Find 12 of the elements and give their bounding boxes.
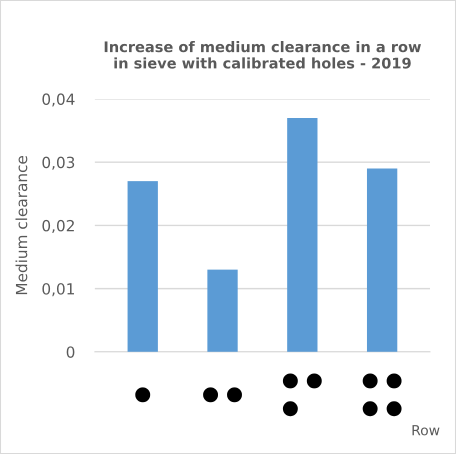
y-tick-label: 0,01 (42, 283, 74, 296)
bar (366, 168, 398, 352)
y-tick-label: 0 (66, 346, 74, 358)
bar (287, 118, 318, 352)
chart-title: Increase of medium clearance in a row in sieve with calibrated holes - 2019 (104, 41, 421, 69)
x-axis-title: Row (412, 425, 440, 436)
bar (207, 270, 238, 352)
y-tick-label: 0,03 (42, 156, 74, 170)
y-tick-label: 0,02 (42, 220, 74, 233)
bar (128, 181, 158, 352)
y-tick-label: 0,04 (42, 93, 75, 107)
y-axis-title: Medium clearance (15, 156, 28, 294)
